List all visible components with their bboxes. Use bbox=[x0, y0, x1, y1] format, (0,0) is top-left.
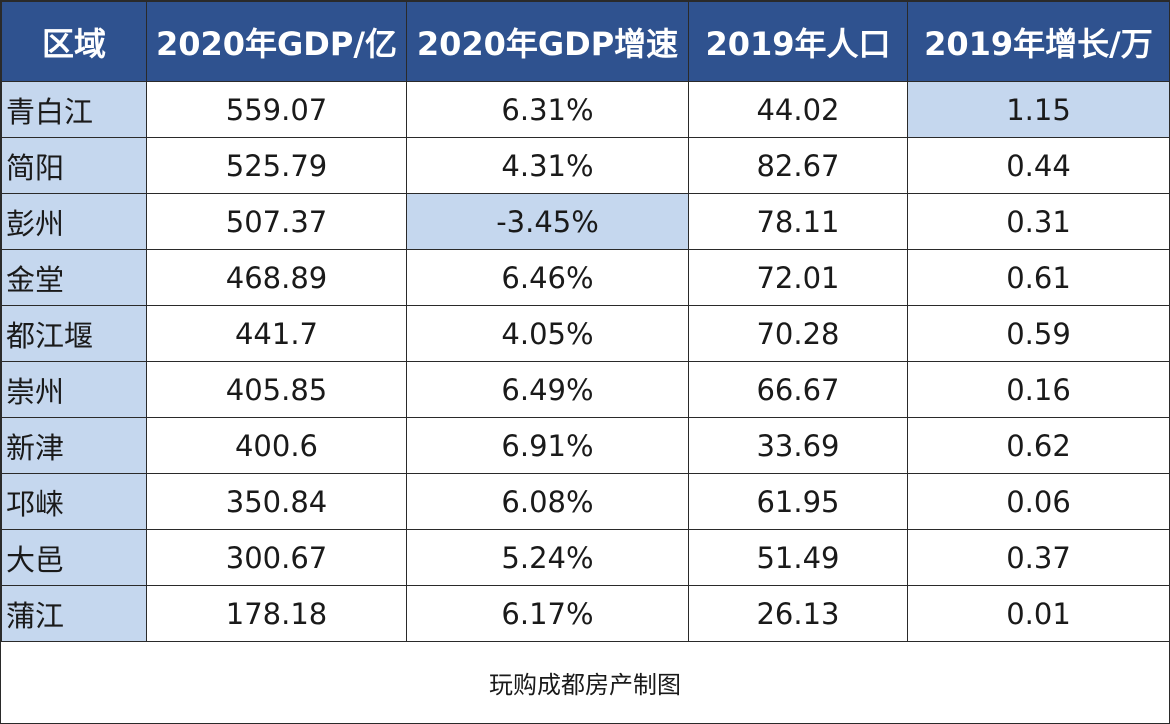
population-growth-cell: 0.37 bbox=[907, 529, 1170, 586]
population-growth-cell: 0.44 bbox=[907, 137, 1170, 194]
gdp-growth-cell: 4.31% bbox=[406, 137, 689, 194]
region-cell: 简阳 bbox=[1, 137, 147, 194]
column-header-gdp: 2020年GDP/亿 bbox=[146, 1, 407, 82]
population-cell: 82.67 bbox=[688, 137, 908, 194]
region-cell: 崇州 bbox=[1, 361, 147, 418]
table-row: 金堂 468.89 6.46% 72.01 0.61 bbox=[1, 249, 1170, 306]
header-row: 区域 2020年GDP/亿 2020年GDP增速 2019年人口 2019年增长… bbox=[1, 1, 1170, 82]
table-row: 邛崃 350.84 6.08% 61.95 0.06 bbox=[1, 473, 1170, 530]
region-cell: 大邑 bbox=[1, 529, 147, 586]
population-cell: 51.49 bbox=[688, 529, 908, 586]
region-cell: 蒲江 bbox=[1, 585, 147, 642]
column-header-population: 2019年人口 bbox=[688, 1, 908, 82]
gdp-cell: 400.6 bbox=[146, 417, 407, 474]
population-growth-cell: 0.31 bbox=[907, 193, 1170, 250]
gdp-cell: 468.89 bbox=[146, 249, 407, 306]
gdp-growth-cell: 6.08% bbox=[406, 473, 689, 530]
gdp-growth-cell: 6.91% bbox=[406, 417, 689, 474]
table-row: 蒲江 178.18 6.17% 26.13 0.01 bbox=[1, 585, 1170, 642]
population-growth-cell: 0.62 bbox=[907, 417, 1170, 474]
table-row: 都江堰 441.7 4.05% 70.28 0.59 bbox=[1, 305, 1170, 362]
table-row: 青白江 559.07 6.31% 44.02 1.15 bbox=[1, 81, 1170, 138]
column-header-gdp-growth: 2020年GDP增速 bbox=[406, 1, 689, 82]
gdp-growth-cell: 6.46% bbox=[406, 249, 689, 306]
population-cell: 78.11 bbox=[688, 193, 908, 250]
population-growth-cell: 0.16 bbox=[907, 361, 1170, 418]
population-growth-cell: 1.15 bbox=[907, 81, 1170, 138]
table-row: 彭州 507.37 -3.45% 78.11 0.31 bbox=[1, 193, 1170, 250]
gdp-growth-cell: 4.05% bbox=[406, 305, 689, 362]
table-row: 大邑 300.67 5.24% 51.49 0.37 bbox=[1, 529, 1170, 586]
gdp-growth-cell: -3.45% bbox=[406, 193, 689, 250]
table-row: 新津 400.6 6.91% 33.69 0.62 bbox=[1, 417, 1170, 474]
region-cell: 邛崃 bbox=[1, 473, 147, 530]
region-cell: 青白江 bbox=[1, 81, 147, 138]
population-growth-cell: 0.59 bbox=[907, 305, 1170, 362]
region-cell: 彭州 bbox=[1, 193, 147, 250]
region-cell: 都江堰 bbox=[1, 305, 147, 362]
region-cell: 新津 bbox=[1, 417, 147, 474]
gdp-cell: 441.7 bbox=[146, 305, 407, 362]
column-header-region: 区域 bbox=[1, 1, 147, 82]
gdp-growth-cell: 5.24% bbox=[406, 529, 689, 586]
population-cell: 33.69 bbox=[688, 417, 908, 474]
gdp-cell: 350.84 bbox=[146, 473, 407, 530]
gdp-growth-cell: 6.17% bbox=[406, 585, 689, 642]
population-cell: 26.13 bbox=[688, 585, 908, 642]
gdp-cell: 507.37 bbox=[146, 193, 407, 250]
gdp-cell: 178.18 bbox=[146, 585, 407, 642]
table-row: 简阳 525.79 4.31% 82.67 0.44 bbox=[1, 137, 1170, 194]
gdp-growth-cell: 6.49% bbox=[406, 361, 689, 418]
population-cell: 44.02 bbox=[688, 81, 908, 138]
population-growth-cell: 0.01 bbox=[907, 585, 1170, 642]
population-cell: 72.01 bbox=[688, 249, 908, 306]
gdp-cell: 525.79 bbox=[146, 137, 407, 194]
table-row: 崇州 405.85 6.49% 66.67 0.16 bbox=[1, 361, 1170, 418]
data-table: 区域 2020年GDP/亿 2020年GDP增速 2019年人口 2019年增长… bbox=[1, 1, 1170, 642]
footer-credit: 玩购成都房产制图 bbox=[489, 670, 681, 699]
population-cell: 66.67 bbox=[688, 361, 908, 418]
population-cell: 61.95 bbox=[688, 473, 908, 530]
population-cell: 70.28 bbox=[688, 305, 908, 362]
column-header-population-growth: 2019年增长/万 bbox=[907, 1, 1170, 82]
gdp-cell: 300.67 bbox=[146, 529, 407, 586]
gdp-cell: 405.85 bbox=[146, 361, 407, 418]
population-growth-cell: 0.06 bbox=[907, 473, 1170, 530]
gdp-growth-cell: 6.31% bbox=[406, 81, 689, 138]
gdp-cell: 559.07 bbox=[146, 81, 407, 138]
region-cell: 金堂 bbox=[1, 249, 147, 306]
population-growth-cell: 0.61 bbox=[907, 249, 1170, 306]
